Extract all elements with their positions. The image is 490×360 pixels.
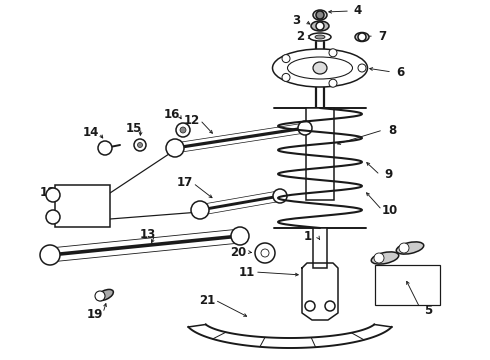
Text: 6: 6	[396, 66, 404, 78]
Text: 2: 2	[296, 31, 304, 44]
Ellipse shape	[288, 57, 352, 79]
Circle shape	[261, 249, 269, 257]
Circle shape	[325, 301, 335, 311]
Text: 15: 15	[126, 122, 142, 135]
Ellipse shape	[309, 33, 331, 41]
Circle shape	[329, 49, 337, 57]
Text: 19: 19	[87, 309, 103, 321]
Ellipse shape	[311, 21, 329, 31]
Circle shape	[180, 127, 186, 133]
Bar	[375, 265, 440, 305]
Ellipse shape	[355, 32, 369, 41]
Circle shape	[374, 253, 384, 263]
Ellipse shape	[272, 49, 368, 87]
Circle shape	[282, 73, 290, 81]
Text: 4: 4	[354, 4, 362, 17]
Text: 5: 5	[424, 303, 432, 316]
Text: 3: 3	[292, 14, 300, 27]
Circle shape	[358, 64, 366, 72]
Circle shape	[191, 201, 209, 219]
Text: 16: 16	[164, 108, 180, 122]
Circle shape	[176, 123, 190, 137]
Text: 7: 7	[378, 30, 386, 42]
Circle shape	[46, 210, 60, 224]
Text: 1: 1	[304, 230, 312, 243]
Circle shape	[358, 33, 366, 41]
Circle shape	[305, 301, 315, 311]
Ellipse shape	[371, 252, 399, 264]
Circle shape	[316, 11, 324, 19]
Text: 17: 17	[177, 176, 193, 189]
Circle shape	[273, 189, 287, 203]
Circle shape	[255, 243, 275, 263]
Text: 10: 10	[382, 203, 398, 216]
Circle shape	[316, 22, 324, 30]
Circle shape	[40, 245, 60, 265]
Bar	[313, 228, 327, 268]
Bar	[55, 185, 110, 227]
Circle shape	[329, 79, 337, 87]
Text: 12: 12	[184, 113, 200, 126]
Text: 21: 21	[199, 293, 215, 306]
Circle shape	[166, 139, 184, 157]
Bar	[306, 108, 334, 200]
Circle shape	[134, 139, 146, 151]
Ellipse shape	[396, 242, 424, 254]
Circle shape	[46, 188, 60, 202]
Text: 13: 13	[140, 229, 156, 242]
Circle shape	[399, 243, 409, 253]
Ellipse shape	[315, 35, 325, 39]
Ellipse shape	[97, 289, 113, 301]
Circle shape	[282, 55, 290, 63]
Text: 11: 11	[239, 266, 255, 279]
Circle shape	[138, 143, 143, 148]
Text: 8: 8	[388, 123, 396, 136]
Text: 9: 9	[384, 168, 392, 181]
Circle shape	[98, 141, 112, 155]
Text: 18: 18	[40, 185, 56, 198]
Ellipse shape	[313, 62, 327, 74]
Text: 20: 20	[230, 246, 246, 258]
Text: 14: 14	[83, 126, 99, 139]
Circle shape	[95, 291, 105, 301]
Circle shape	[231, 227, 249, 245]
Ellipse shape	[313, 10, 327, 20]
Circle shape	[298, 121, 312, 135]
